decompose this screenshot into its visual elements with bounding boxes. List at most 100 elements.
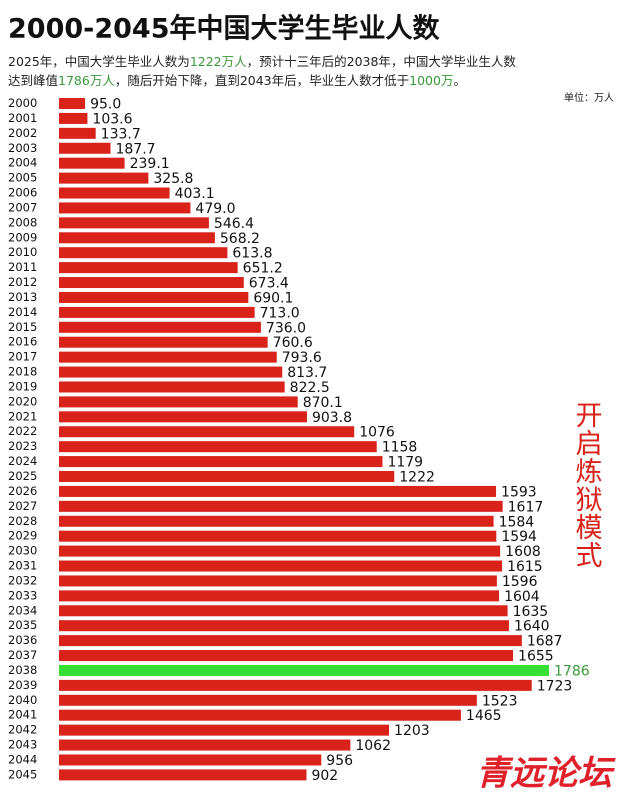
y-tick-label: 2020 bbox=[8, 394, 37, 408]
bar bbox=[59, 187, 170, 199]
y-tick-label: 2045 bbox=[8, 767, 37, 781]
subtitle: 达到峰值1786万人，随后开始下降，直到2043年后，毕业生人数才低于1000万… bbox=[8, 73, 466, 88]
value-label: 1615 bbox=[507, 559, 543, 575]
value-label: 1655 bbox=[518, 649, 554, 665]
y-tick-label: 2042 bbox=[8, 723, 37, 737]
y-tick-label: 2024 bbox=[8, 454, 37, 468]
value-label: 690.1 bbox=[253, 290, 293, 306]
y-tick-label: 2005 bbox=[8, 171, 37, 185]
value-label: 1203 bbox=[394, 723, 430, 739]
y-tick-label: 2023 bbox=[8, 439, 37, 453]
subtitle-segment: 。 bbox=[453, 73, 466, 88]
value-label: 902 bbox=[311, 768, 338, 784]
value-label: 1465 bbox=[466, 708, 502, 724]
y-tick-label: 2026 bbox=[8, 484, 37, 498]
y-tick-label: 2034 bbox=[8, 603, 37, 617]
subtitle-segment: ，随后开始下降，直到2043年后，毕业生人数才低于 bbox=[115, 73, 409, 88]
y-tick-label: 2029 bbox=[8, 529, 37, 543]
value-label: 1523 bbox=[482, 693, 518, 709]
value-label: 546.4 bbox=[214, 216, 254, 232]
value-label: 1617 bbox=[508, 499, 544, 515]
bar bbox=[59, 306, 255, 318]
bar bbox=[59, 456, 383, 468]
value-label: 1687 bbox=[527, 634, 563, 650]
y-tick-label: 2030 bbox=[8, 544, 37, 558]
value-label: 736.0 bbox=[266, 320, 306, 336]
bar bbox=[59, 650, 514, 662]
value-label: 95.0 bbox=[90, 97, 121, 113]
bar bbox=[59, 426, 355, 438]
bar bbox=[59, 620, 509, 632]
bar bbox=[59, 396, 298, 408]
y-tick-label: 2008 bbox=[8, 215, 37, 229]
value-label: 713.0 bbox=[260, 305, 300, 321]
bar bbox=[59, 575, 497, 587]
bar bbox=[59, 709, 461, 721]
bar bbox=[59, 366, 283, 378]
y-tick-label: 2038 bbox=[8, 663, 37, 677]
y-tick-label: 2007 bbox=[8, 200, 37, 214]
y-tick-label: 2017 bbox=[8, 350, 37, 364]
value-label: 793.6 bbox=[282, 350, 322, 366]
y-tick-label: 2018 bbox=[8, 365, 37, 379]
y-tick-label: 2025 bbox=[8, 469, 37, 483]
watermark: 青远论坛 bbox=[476, 754, 616, 794]
value-label: 651.2 bbox=[243, 261, 283, 277]
value-label: 813.7 bbox=[287, 365, 327, 381]
value-label: 1076 bbox=[359, 425, 395, 441]
bar bbox=[59, 247, 228, 259]
value-label: 1593 bbox=[501, 484, 537, 500]
bar bbox=[59, 142, 111, 154]
bar bbox=[59, 560, 503, 572]
y-tick-label: 2035 bbox=[8, 618, 37, 632]
subtitle-segment: 1000万 bbox=[409, 73, 453, 88]
annotation: 开启炼狱模式 bbox=[571, 401, 603, 569]
y-tick-label: 2014 bbox=[8, 305, 37, 319]
value-label: 822.5 bbox=[290, 380, 330, 396]
bar bbox=[59, 635, 522, 647]
bar bbox=[59, 157, 125, 169]
value-label: 1723 bbox=[537, 678, 573, 694]
bar bbox=[59, 277, 244, 289]
bar bbox=[59, 545, 501, 557]
y-tick-label: 2036 bbox=[8, 633, 37, 647]
bar bbox=[59, 112, 88, 124]
subtitle-segment: 1222万人 bbox=[190, 54, 247, 69]
bar bbox=[59, 515, 494, 527]
value-label: 1608 bbox=[505, 544, 541, 560]
y-tick-label: 2027 bbox=[8, 499, 37, 513]
unit-label: 单位：万人 bbox=[564, 91, 614, 104]
value-label: 479.0 bbox=[195, 201, 235, 217]
y-tick-label: 2000 bbox=[8, 96, 37, 110]
chart-title: 2000-2045年中国大学生毕业人数 bbox=[8, 13, 440, 45]
y-tick-label: 2041 bbox=[8, 708, 37, 722]
y-tick-label: 2028 bbox=[8, 514, 37, 528]
bar bbox=[59, 754, 322, 766]
value-label: 956 bbox=[326, 753, 353, 769]
value-label: 187.7 bbox=[115, 141, 155, 157]
bar bbox=[59, 441, 377, 453]
value-label: 239.1 bbox=[130, 156, 170, 172]
y-tick-label: 2037 bbox=[8, 648, 37, 662]
value-label: 903.8 bbox=[312, 410, 352, 426]
y-tick-label: 2033 bbox=[8, 588, 37, 602]
bar bbox=[59, 411, 307, 423]
value-label: 870.1 bbox=[303, 395, 343, 411]
y-tick-label: 2004 bbox=[8, 156, 37, 170]
y-tick-label: 2019 bbox=[8, 379, 37, 393]
bar bbox=[59, 590, 500, 602]
bar bbox=[59, 351, 277, 363]
bar bbox=[59, 381, 285, 393]
bar bbox=[59, 336, 268, 348]
value-label: 325.8 bbox=[153, 171, 193, 187]
y-tick-label: 2044 bbox=[8, 752, 37, 766]
bar bbox=[59, 262, 238, 274]
y-tick-label: 2013 bbox=[8, 290, 37, 304]
value-label: 568.2 bbox=[220, 231, 260, 247]
value-label: 673.4 bbox=[249, 276, 289, 292]
value-label: 1062 bbox=[355, 738, 391, 754]
bar bbox=[59, 98, 86, 109]
y-tick-label: 2040 bbox=[8, 693, 37, 707]
value-label: 1594 bbox=[501, 529, 537, 545]
